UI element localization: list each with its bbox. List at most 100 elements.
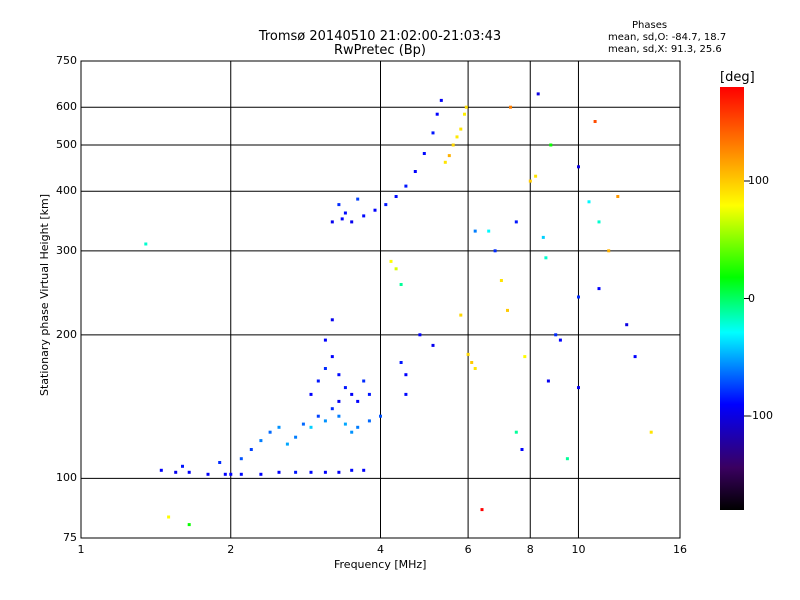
data-point	[435, 112, 439, 116]
data-point	[309, 392, 313, 396]
data-point	[487, 229, 491, 233]
chart-title-line1: Tromsø 20140510 21:02:00-21:03:43	[258, 29, 502, 44]
data-point	[350, 468, 354, 472]
data-point	[597, 220, 601, 224]
data-point	[514, 220, 518, 224]
data-point	[350, 220, 354, 224]
data-point	[294, 435, 298, 439]
data-point	[316, 414, 320, 418]
y-tick-label: 750	[56, 54, 77, 67]
grid	[81, 61, 680, 538]
data-point	[229, 472, 233, 476]
data-point	[350, 430, 354, 434]
data-point	[549, 143, 553, 147]
x-tick-label: 16	[673, 543, 687, 556]
chart-title-line2: RwPretec (Bp)	[333, 43, 427, 58]
data-point	[294, 470, 298, 474]
data-point	[206, 472, 210, 476]
data-point	[259, 472, 263, 476]
data-point	[384, 203, 388, 207]
colorbar-title: [deg]	[720, 70, 755, 85]
y-tick-label: 600	[56, 100, 77, 114]
x-tick-label: 6	[464, 543, 472, 556]
data-point	[546, 379, 550, 383]
data-point	[544, 256, 548, 260]
data-point	[356, 399, 360, 403]
data-point	[593, 120, 597, 123]
data-point	[323, 338, 327, 342]
data-point	[554, 333, 558, 337]
data-point	[167, 515, 171, 519]
data-point	[493, 249, 497, 253]
data-point	[277, 425, 281, 429]
data-point	[418, 333, 422, 337]
data-point	[464, 105, 468, 109]
data-point	[577, 295, 580, 299]
data-point	[633, 355, 637, 359]
data-point	[187, 523, 191, 527]
data-point	[362, 214, 366, 218]
data-point	[337, 414, 341, 418]
y-tick-label: 200	[56, 327, 77, 341]
data-point	[649, 430, 653, 434]
data-point	[337, 373, 341, 377]
data-point	[473, 229, 477, 233]
data-point	[343, 211, 347, 215]
data-point	[455, 135, 459, 139]
data-point	[534, 174, 538, 178]
data-point	[447, 154, 451, 158]
data-point	[340, 217, 344, 221]
data-point	[181, 464, 184, 468]
data-point	[277, 470, 281, 474]
data-point	[330, 407, 334, 411]
data-point	[362, 379, 366, 383]
data-point	[343, 422, 347, 426]
data-point	[459, 313, 463, 317]
data-point	[323, 470, 327, 474]
data-point	[362, 468, 366, 472]
phase-stat-o: mean, sd,O: -84.7, 18.7	[608, 32, 727, 43]
data-point	[431, 131, 435, 135]
data-point	[439, 98, 443, 102]
data-point	[367, 419, 371, 423]
data-point	[399, 283, 403, 286]
data-point	[597, 287, 601, 291]
data-point	[223, 472, 227, 476]
y-tick-label: 100	[56, 471, 77, 485]
data-point	[473, 367, 477, 370]
data-point	[330, 355, 334, 359]
x-tick-label: 2	[227, 543, 235, 556]
data-point	[558, 338, 562, 342]
data-point	[509, 105, 512, 109]
data-point	[466, 352, 470, 356]
data-point	[323, 419, 327, 423]
data-point	[337, 203, 341, 207]
data-point	[309, 470, 313, 474]
data-point	[577, 386, 580, 390]
data-point	[309, 425, 313, 429]
phase-stat-x: mean, sd,X: 91.3, 25.6	[608, 44, 722, 55]
y-tick-label: 400	[56, 184, 77, 198]
data-point	[528, 179, 532, 183]
data-point	[523, 355, 527, 359]
data-point	[451, 143, 455, 147]
data-point	[379, 414, 382, 418]
data-point	[463, 112, 466, 116]
colorbar-tick-label: -100	[748, 409, 773, 422]
data-point	[607, 249, 611, 253]
data-points	[144, 92, 653, 527]
y-tick-label: 300	[56, 243, 77, 257]
data-point	[577, 165, 580, 169]
data-point	[459, 127, 463, 131]
data-point	[323, 367, 327, 370]
data-point	[367, 392, 371, 396]
phase-heading: Phases	[632, 20, 668, 31]
colorbar-tick-label: 100	[748, 174, 769, 187]
x-tick-label: 10	[571, 543, 586, 556]
data-point	[480, 508, 484, 512]
x-tick-label: 8	[526, 543, 534, 556]
data-point	[259, 439, 263, 443]
y-axis-label: Stationary phase Virtual Height [km]	[38, 193, 51, 396]
